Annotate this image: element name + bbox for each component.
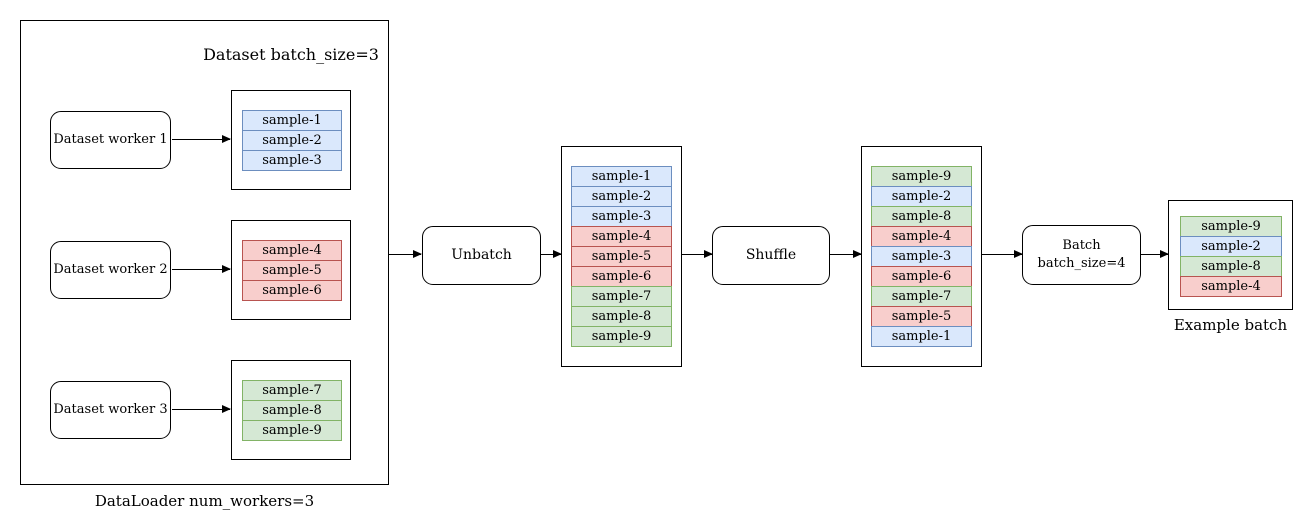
- sample-cell: sample-9: [242, 420, 342, 441]
- sample-cell: sample-6: [571, 266, 672, 287]
- sample-cell: sample-3: [242, 150, 342, 171]
- arrow-shuffled-to-batch: [982, 250, 1023, 258]
- sample-cell: sample-4: [1180, 276, 1282, 297]
- arrow-shuffle-to-shuffled: [830, 250, 862, 258]
- worker-3-batch-cells: sample-7 sample-8 sample-9: [242, 380, 342, 441]
- sample-cell: sample-7: [242, 380, 342, 401]
- arrow-worker1-to-batch1: [172, 135, 231, 143]
- arrow-worker3-to-batch3: [172, 405, 231, 413]
- dataloader-caption: DataLoader num_workers=3: [94, 492, 315, 510]
- sample-cell: sample-2: [571, 186, 672, 207]
- sample-cell: sample-1: [871, 326, 972, 347]
- batch-node-label-line1: Batch: [1062, 238, 1101, 254]
- dataset-worker-2-box: Dataset worker 2: [50, 241, 171, 299]
- dataset-worker-1-box: Dataset worker 1: [50, 111, 171, 169]
- arrow-dataloader-to-unbatch: [389, 250, 422, 258]
- sample-cell: sample-9: [571, 326, 672, 347]
- worker-1-batch-cells: sample-1 sample-2 sample-3: [242, 110, 342, 171]
- sample-cell: sample-8: [1180, 256, 1282, 277]
- sample-cell: sample-6: [242, 280, 342, 301]
- sample-cell: sample-6: [871, 266, 972, 287]
- sample-cell: sample-2: [1180, 236, 1282, 257]
- sample-cell: sample-2: [242, 130, 342, 151]
- sample-cell: sample-8: [242, 400, 342, 421]
- sample-cell: sample-5: [871, 306, 972, 327]
- sample-cell: sample-7: [571, 286, 672, 307]
- sample-cell: sample-8: [871, 206, 972, 227]
- arrow-unbatch-to-stream: [541, 250, 562, 258]
- sample-cell: sample-3: [571, 206, 672, 227]
- sample-cell: sample-3: [871, 246, 972, 267]
- example-batch-cells: sample-9 sample-2 sample-8 sample-4: [1180, 216, 1282, 297]
- batch-node-label-line2: batch_size=4: [1037, 256, 1126, 271]
- sample-cell: sample-1: [571, 166, 672, 187]
- sample-cell: sample-4: [242, 240, 342, 261]
- arrow-stream-to-shuffle: [682, 250, 713, 258]
- unbatch-node: Unbatch: [422, 226, 541, 285]
- sample-cell: sample-5: [242, 260, 342, 281]
- sample-cell: sample-4: [571, 226, 672, 247]
- sample-cell: sample-8: [571, 306, 672, 327]
- unbatched-stream-cells: sample-1 sample-2 sample-3 sample-4 sample-5…: [571, 166, 672, 347]
- sample-cell: sample-5: [571, 246, 672, 267]
- sample-cell: sample-9: [871, 166, 972, 187]
- sample-cell: sample-2: [871, 186, 972, 207]
- shuffled-stream-cells: sample-9 sample-2 sample-8 sample-4 sample-3…: [871, 166, 972, 347]
- shuffle-node: Shuffle: [712, 226, 830, 285]
- shuffled-stream-box: sample-9 sample-2 sample-8 sample-4 sample-3…: [861, 146, 982, 367]
- arrow-batch-to-example: [1141, 250, 1169, 258]
- dataset-worker-3-box: Dataset worker 3: [50, 381, 171, 439]
- worker-2-batch-box: sample-4 sample-5 sample-6: [231, 220, 351, 320]
- worker-3-batch-box: sample-7 sample-8 sample-9: [231, 360, 351, 460]
- example-batch-box: sample-9 sample-2 sample-8 sample-4: [1168, 200, 1293, 310]
- sample-cell: sample-4: [871, 226, 972, 247]
- arrow-worker2-to-batch2: [172, 265, 231, 273]
- worker-1-batch-box: sample-1 sample-2 sample-3: [231, 90, 351, 190]
- batch-node: Batch batch_size=4: [1022, 225, 1141, 285]
- example-batch-caption: Example batch: [1173, 316, 1288, 334]
- sample-cell: sample-7: [871, 286, 972, 307]
- sample-cell: sample-9: [1180, 216, 1282, 237]
- dataset-title: Dataset batch_size=3: [203, 45, 379, 64]
- unbatched-stream-box: sample-1 sample-2 sample-3 sample-4 sample-5…: [561, 146, 682, 367]
- worker-2-batch-cells: sample-4 sample-5 sample-6: [242, 240, 342, 301]
- sample-cell: sample-1: [242, 110, 342, 131]
